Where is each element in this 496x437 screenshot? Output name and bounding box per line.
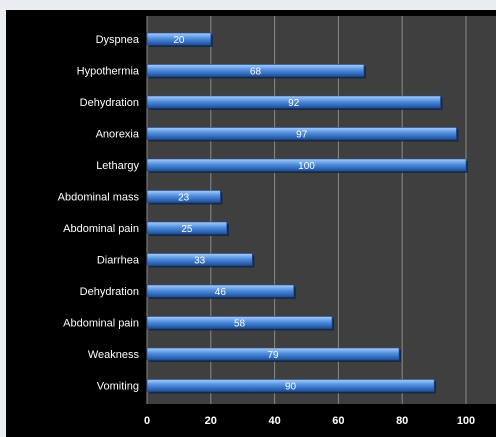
bar: [146, 379, 435, 392]
category-labels: Dyspnea Hypothermia Dehydration Anorexia Let…: [58, 34, 140, 393]
category-label: Hypothermia: [77, 66, 140, 78]
category-label: Diarrhea: [97, 255, 140, 267]
gridlines: [146, 16, 467, 404]
data-label: 97: [296, 130, 308, 141]
bar: [146, 221, 228, 235]
bar: [146, 158, 467, 172]
bar: [146, 253, 253, 266]
x-tick-label: 40: [268, 415, 280, 427]
data-label: 100: [298, 161, 315, 172]
data-label: 92: [288, 98, 300, 109]
bar: [146, 32, 212, 46]
chart-frame: Dyspnea Hypothermia Dehydration Anorexia Let…: [6, 10, 496, 437]
plot-area: [147, 16, 496, 404]
data-label: 23: [178, 193, 190, 204]
category-label: Dehydration: [80, 97, 139, 109]
data-label: 20: [173, 35, 185, 46]
x-tick-label: 80: [396, 415, 408, 427]
data-label: 79: [267, 350, 279, 361]
data-label: 33: [194, 256, 206, 267]
data-label: 68: [250, 67, 262, 78]
data-label: 25: [181, 224, 193, 235]
x-tick-label: 100: [457, 415, 475, 427]
category-label: Abdominal mass: [58, 192, 140, 204]
bar: [146, 284, 295, 298]
bar: [146, 347, 400, 361]
category-label: Vomiting: [97, 381, 139, 393]
x-tick-label: 20: [205, 415, 217, 427]
bar: [146, 190, 221, 203]
category-label: Dyspnea: [96, 34, 140, 46]
bar: [146, 316, 333, 329]
category-label: Lethargy: [96, 160, 139, 172]
category-label: Weakness: [88, 349, 140, 361]
data-labels: 20 68 92 97 100 23 25 33 46 58 79 90: [173, 35, 315, 393]
category-label: Dehydration: [80, 286, 139, 298]
bar: [146, 64, 365, 77]
x-tick-label: 0: [144, 415, 150, 427]
data-label: 58: [234, 319, 246, 330]
bars: [146, 32, 468, 394]
x-axis-tick-labels: 0 20 40 60 80 100: [144, 415, 475, 427]
category-label: Abdominal pain: [63, 223, 139, 235]
x-tick-label: 60: [332, 415, 344, 427]
data-label: 46: [215, 287, 227, 298]
category-label: Abdominal pain: [63, 318, 139, 330]
category-label: Anorexia: [96, 129, 140, 141]
bar: [146, 127, 457, 140]
data-label: 90: [285, 382, 297, 393]
bar: [146, 95, 441, 109]
bar-chart: Dyspnea Hypothermia Dehydration Anorexia Let…: [58, 16, 496, 427]
